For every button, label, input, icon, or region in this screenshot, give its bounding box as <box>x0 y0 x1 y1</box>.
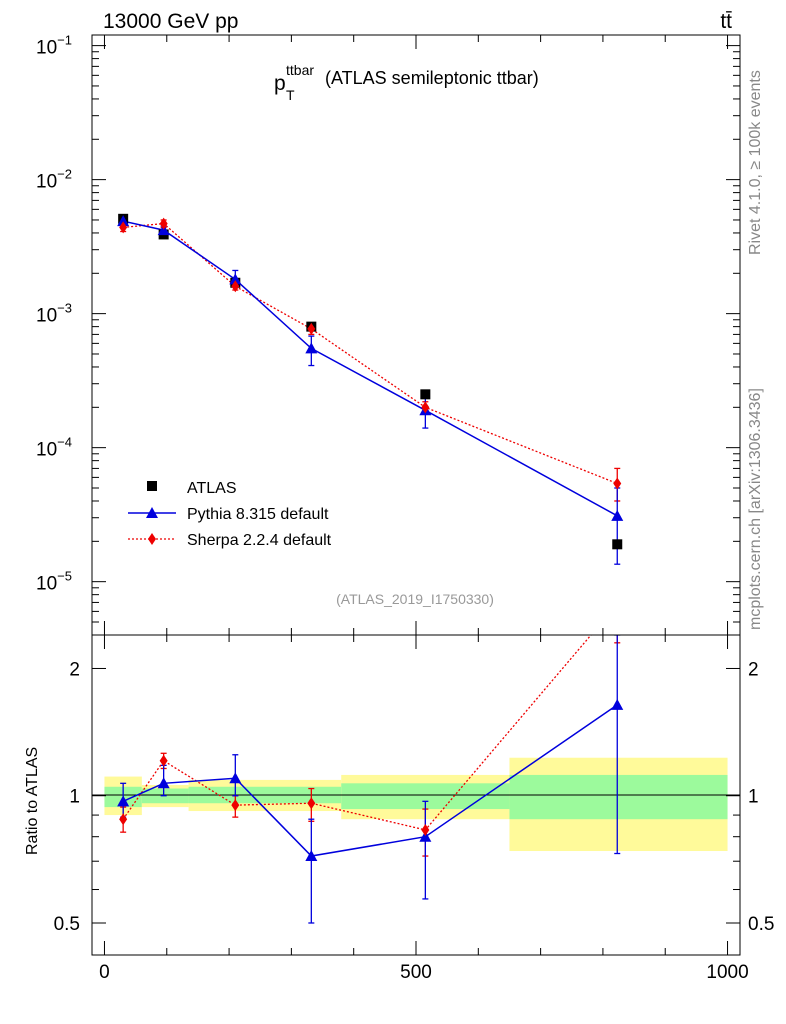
ratio-sherpa-line <box>122 635 592 831</box>
ratio-y-tick-label: 2 <box>69 659 80 680</box>
ratio-x-tick-label: 500 <box>400 962 432 983</box>
ratio-band-inner <box>509 774 728 820</box>
main-y-tick-label: 10−5 <box>36 569 72 595</box>
pythia-point <box>157 224 170 236</box>
ratio-pythia-point <box>419 830 432 842</box>
ratio-pythia-point <box>117 795 130 807</box>
plot-title-sub: T <box>286 87 295 103</box>
ratio-panel: 0 500 1000 0.5 0.5 1 1 2 2 Ratio to ATLAS <box>24 598 774 983</box>
pythia-point <box>611 509 624 521</box>
ratio-y-tick-label-right: 1 <box>748 787 759 808</box>
ratio-pythia-point <box>305 850 318 862</box>
legend-atlas-marker <box>147 481 157 491</box>
rivet-version-label: Rivet 4.1.0, ≥ 100k events <box>747 70 764 255</box>
ratio-x-tick-label: 1000 <box>706 962 748 983</box>
legend-pythia-label: Pythia 8.315 default <box>187 506 329 523</box>
main-y-tick-label: 10−4 <box>36 435 72 461</box>
ratio-sherpa-point <box>119 813 128 826</box>
atlas-point <box>420 389 431 400</box>
legend-atlas-label: ATLAS <box>187 480 237 497</box>
sherpa-point <box>119 221 128 234</box>
sherpa-line <box>123 222 618 485</box>
main-y-tick-label: 10−1 <box>36 33 72 59</box>
pythia-line <box>122 220 618 517</box>
pythia-point <box>229 273 242 285</box>
plot-title-rest: (ATLAS semileptonic ttbar) <box>325 68 539 88</box>
analysis-id: (ATLAS_2019_I1750330) <box>336 591 494 607</box>
sherpa-point <box>613 477 622 490</box>
ratio-y-axis-label: Ratio to ATLAS <box>24 747 41 855</box>
ratio-pythia-point <box>611 698 624 710</box>
ratio-x-tick-label: 0 <box>99 962 110 983</box>
legend-sherpa-marker <box>148 533 156 545</box>
atlas-point <box>612 539 623 550</box>
legend-pythia-marker <box>146 507 158 518</box>
ratio-sherpa-point <box>307 797 316 810</box>
main-y-tick-label: 10−3 <box>36 301 72 327</box>
legend: ATLAS Pythia 8.315 default Sherpa 2.2.4 … <box>128 480 332 549</box>
ratio-data-layer <box>117 598 624 924</box>
energy-label: 13000 GeV pp <box>103 10 238 33</box>
main-panel: 10−1 10−2 10−3 10−4 10−5 p T ttbar (ATLAS se… <box>36 33 741 636</box>
sherpa-point <box>231 280 240 293</box>
sherpa-point <box>159 217 168 230</box>
mcplots-label: mcplots.cern.ch [arXiv:1306.3436] <box>747 388 764 630</box>
ratio-uncertainty-bands <box>104 757 728 852</box>
pythia-point <box>117 215 130 227</box>
process-label: tt̄ <box>720 10 732 33</box>
main-data-layer <box>117 213 624 565</box>
ratio-pythia-point <box>157 777 170 789</box>
ratio-y-tick-label: 1 <box>69 787 80 808</box>
legend-sherpa-label: Sherpa 2.2.4 default <box>187 532 332 549</box>
ratio-series-group <box>117 598 624 924</box>
ratio-sherpa-point <box>159 754 168 767</box>
ratio-axis-ticks: 0 500 1000 0.5 0.5 1 1 2 2 <box>54 635 774 983</box>
ratio-sherpa-point <box>421 823 430 836</box>
main-y-tick-label: 10−2 <box>36 167 72 193</box>
plot-title: p <box>274 72 286 95</box>
ratio-pythia-point <box>229 772 242 784</box>
sherpa-point <box>421 401 430 414</box>
ratio-sherpa-point <box>231 799 240 812</box>
main-axis-ticks: 10−1 10−2 10−3 10−4 10−5 <box>36 33 740 636</box>
ratio-y-tick-label-right: 0.5 <box>748 914 774 935</box>
sherpa-point <box>307 322 316 335</box>
ratio-sherpa-point <box>613 598 621 610</box>
ratio-pythia-line <box>122 704 618 857</box>
pythia-point <box>305 342 318 354</box>
plot-title-p: p <box>274 72 286 95</box>
ratio-y-tick-label-right: 2 <box>748 659 759 680</box>
plot-title-sup: ttbar <box>286 62 314 78</box>
ratio-y-tick-label: 0.5 <box>54 914 80 935</box>
